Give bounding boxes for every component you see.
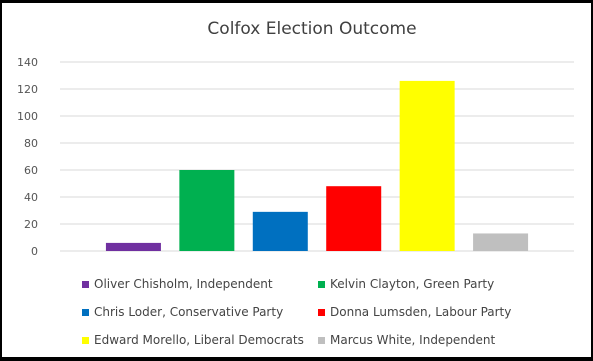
legend-label: Kelvin Clayton, Green Party — [330, 277, 494, 291]
y-tick-label: 140 — [17, 56, 38, 69]
y-tick-label: 0 — [31, 245, 38, 258]
legend-swatch — [318, 309, 325, 316]
legend-swatch — [318, 281, 325, 288]
legend-label: Marcus White, Independent — [330, 333, 496, 347]
bar — [252, 211, 308, 251]
chart-title: Colfox Election Outcome — [207, 19, 417, 39]
legend-label: Edward Morello, Liberal Democrats — [94, 333, 304, 347]
legend-swatch — [82, 337, 89, 344]
bar — [399, 80, 455, 252]
legend-swatch — [318, 337, 325, 344]
y-tick-label: 120 — [17, 83, 38, 96]
chart-svg: 0 20 40 60 80 100 120 140 Oliver Chisholm, Indep… — [17, 56, 574, 347]
y-tick-label: 20 — [24, 218, 38, 231]
bar — [179, 170, 235, 251]
y-tick-label: 40 — [24, 191, 38, 204]
legend-swatch — [82, 309, 89, 316]
legend-label: Donna Lumsden, Labour Party — [330, 305, 511, 319]
bar — [326, 186, 382, 251]
bar — [105, 242, 161, 251]
legend-swatch — [82, 281, 89, 288]
legend-label: Oliver Chisholm, Independent — [94, 277, 273, 291]
bar — [473, 233, 529, 251]
legend-label: Chris Loder, Conservative Party — [94, 305, 283, 319]
y-tick-label: 60 — [24, 164, 38, 177]
chart-frame: Colfox Election Outcome 0 20 40 60 80 100 120 1… — [2, 3, 591, 357]
y-tick-label: 100 — [17, 110, 38, 123]
y-tick-label: 80 — [24, 137, 38, 150]
